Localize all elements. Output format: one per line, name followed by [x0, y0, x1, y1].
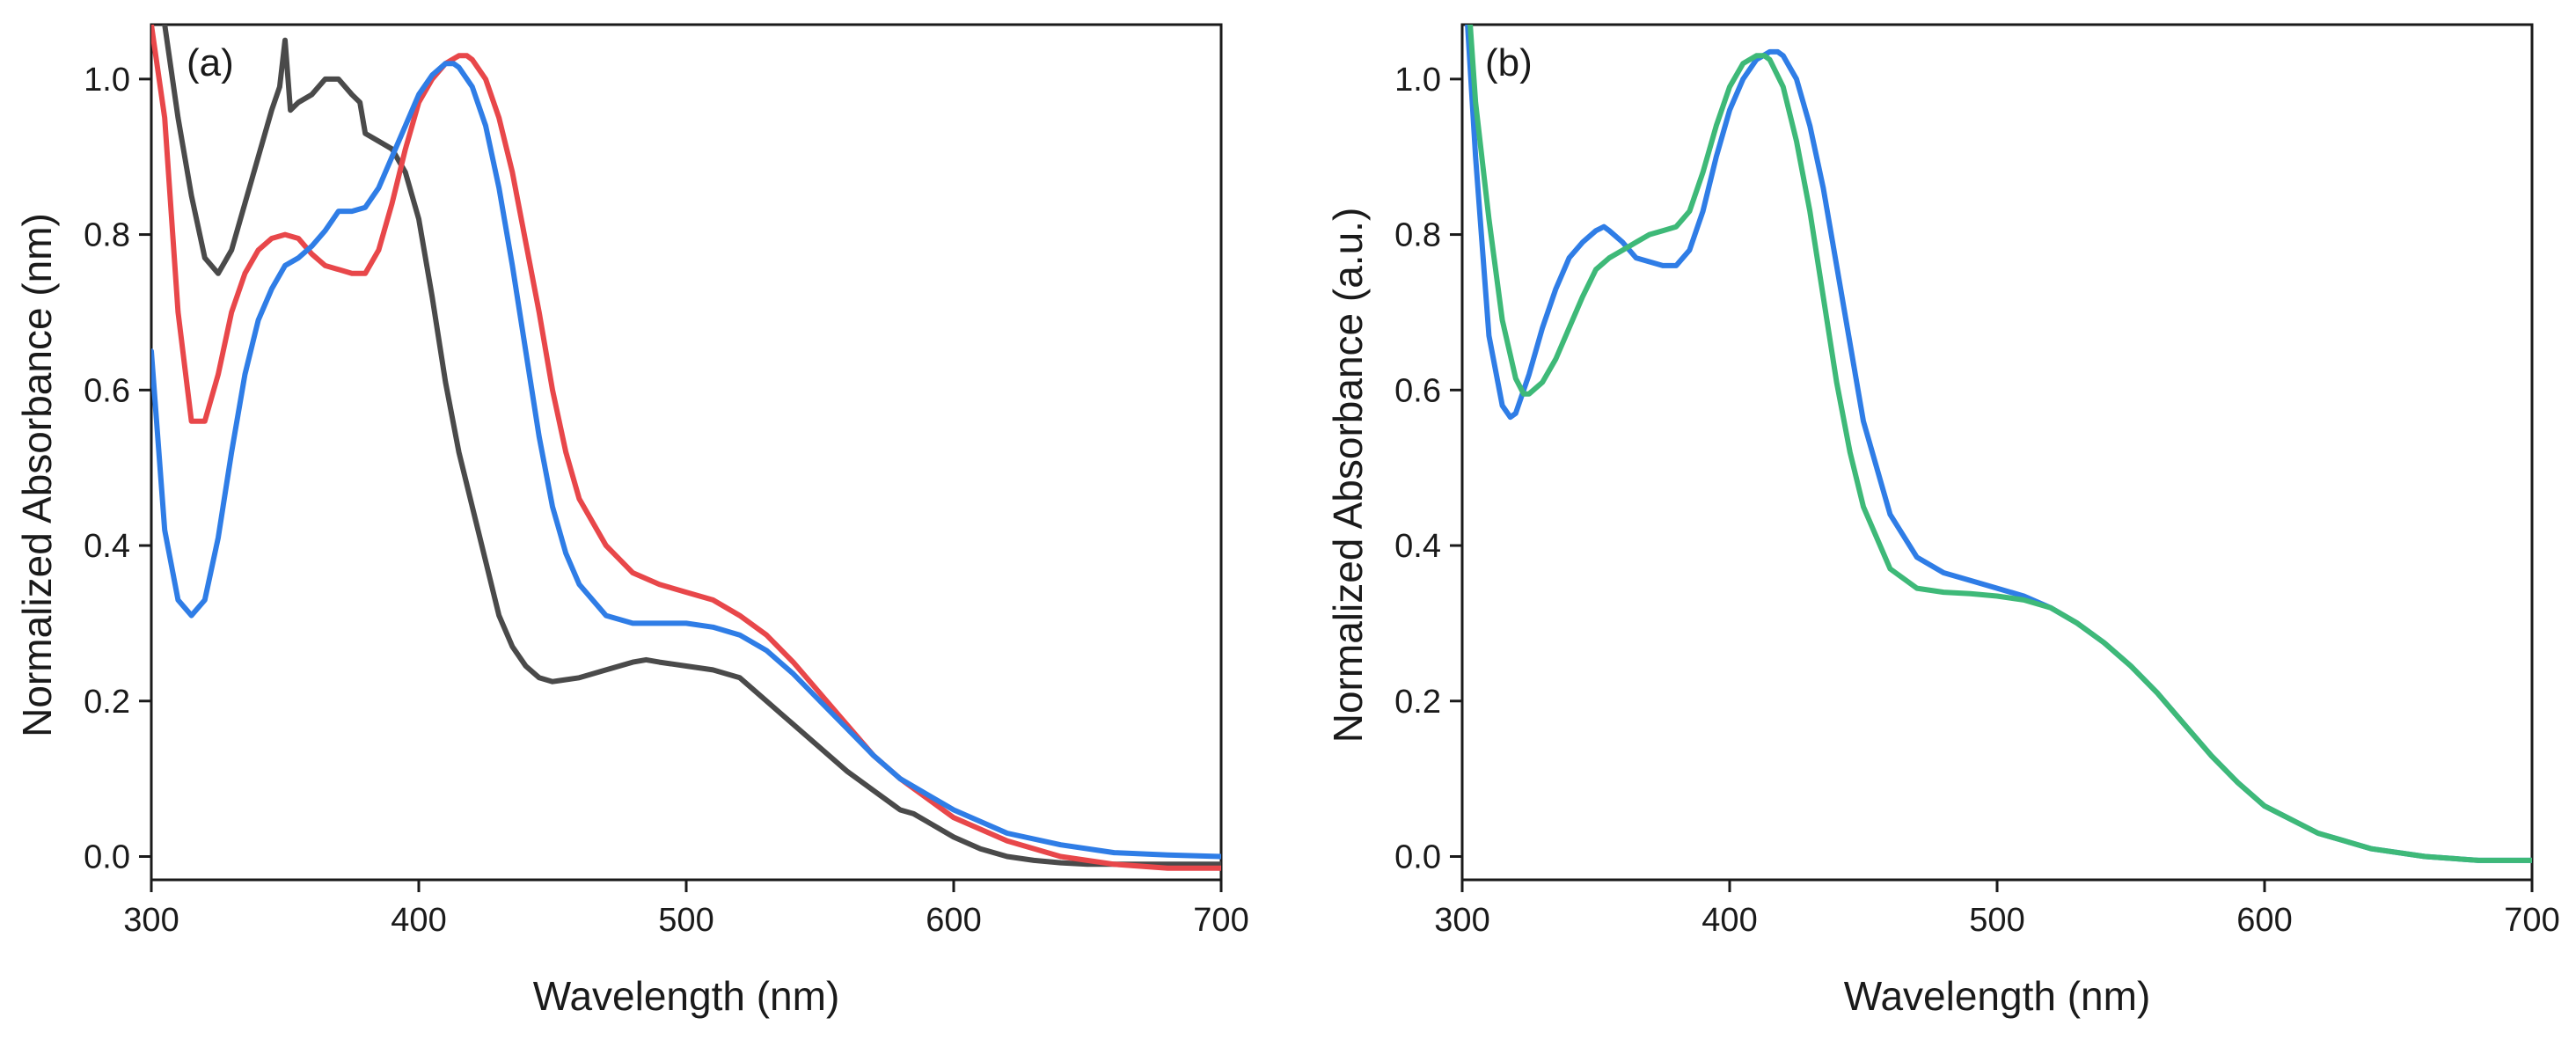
- x-tick-label-a-0: 300: [123, 902, 179, 939]
- y-axis-title-b: Normalized Absorbance (a.u.): [1325, 208, 1371, 743]
- panel-label-b: (b): [1485, 41, 1533, 84]
- y-axis-title-a: Normalized Absorbance (nm): [14, 213, 60, 737]
- y-tick-label-a-0: 0.0: [84, 838, 130, 875]
- x-axis-title-a: Wavelength (nm): [533, 973, 840, 1019]
- x-tick-label-b-4: 700: [2504, 902, 2559, 939]
- tick-layer-a: 300 400 500 600 700 0.0 0.2 0.4 0.6 0.8 1.0: [84, 62, 1249, 939]
- y-tick-label-b-1: 0.2: [1394, 684, 1441, 721]
- y-tick-label-b-2: 0.4: [1394, 528, 1441, 565]
- x-tick-label-a-3: 600: [926, 902, 981, 939]
- y-tick-label-b-5: 1.0: [1394, 62, 1441, 99]
- y-tick-label-a-5: 1.0: [84, 62, 130, 99]
- x-tick-label-b-2: 500: [1969, 902, 2024, 939]
- tick-layer-b: 300 400 500 600 700 0.0 0.2 0.4 0.6 0.8 1.0: [1394, 62, 2560, 939]
- x-tick-label-a-2: 500: [658, 902, 714, 939]
- plot-frame-a: [150, 23, 1223, 882]
- series-line-b-2: [1467, 25, 2532, 863]
- plot-frame-b: [1460, 23, 2534, 882]
- series-layer-a: [151, 25, 1221, 871]
- x-tick-label-b-0: 300: [1434, 902, 1489, 939]
- panel-b: 300 400 500 600 700 0.0 0.2 0.4 0.6 0.8 1.0 (b) Wa…: [1325, 23, 2560, 1019]
- series-line-a-1: [162, 25, 1221, 868]
- x-tick-label-b-1: 400: [1701, 902, 1757, 939]
- x-tick-label-a-1: 400: [391, 902, 446, 939]
- y-tick-label-a-4: 0.8: [84, 217, 130, 254]
- y-tick-label-a-3: 0.6: [84, 372, 130, 409]
- y-tick-label-b-0: 0.0: [1394, 838, 1441, 875]
- y-tick-label-b-3: 0.6: [1394, 372, 1441, 409]
- series-line-a-2: [151, 25, 1221, 871]
- y-tick-label-a-2: 0.4: [84, 528, 130, 565]
- panel-label-a: (a): [187, 41, 234, 84]
- y-tick-label-a-1: 0.2: [84, 684, 130, 721]
- series-line-b-1: [1465, 25, 2532, 863]
- x-tick-label-b-3: 600: [2236, 902, 2292, 939]
- series-line-a-3: [151, 61, 1221, 860]
- panel-a: 300 400 500 600 700 0.0 0.2 0.4 0.6 0.8 1.0 (a) Wa…: [14, 23, 1249, 1019]
- x-axis-title-b: Wavelength (nm): [1844, 973, 2151, 1019]
- y-tick-label-b-4: 0.8: [1394, 217, 1441, 254]
- x-tick-label-a-4: 700: [1193, 902, 1248, 939]
- series-layer-b: [1465, 25, 2532, 863]
